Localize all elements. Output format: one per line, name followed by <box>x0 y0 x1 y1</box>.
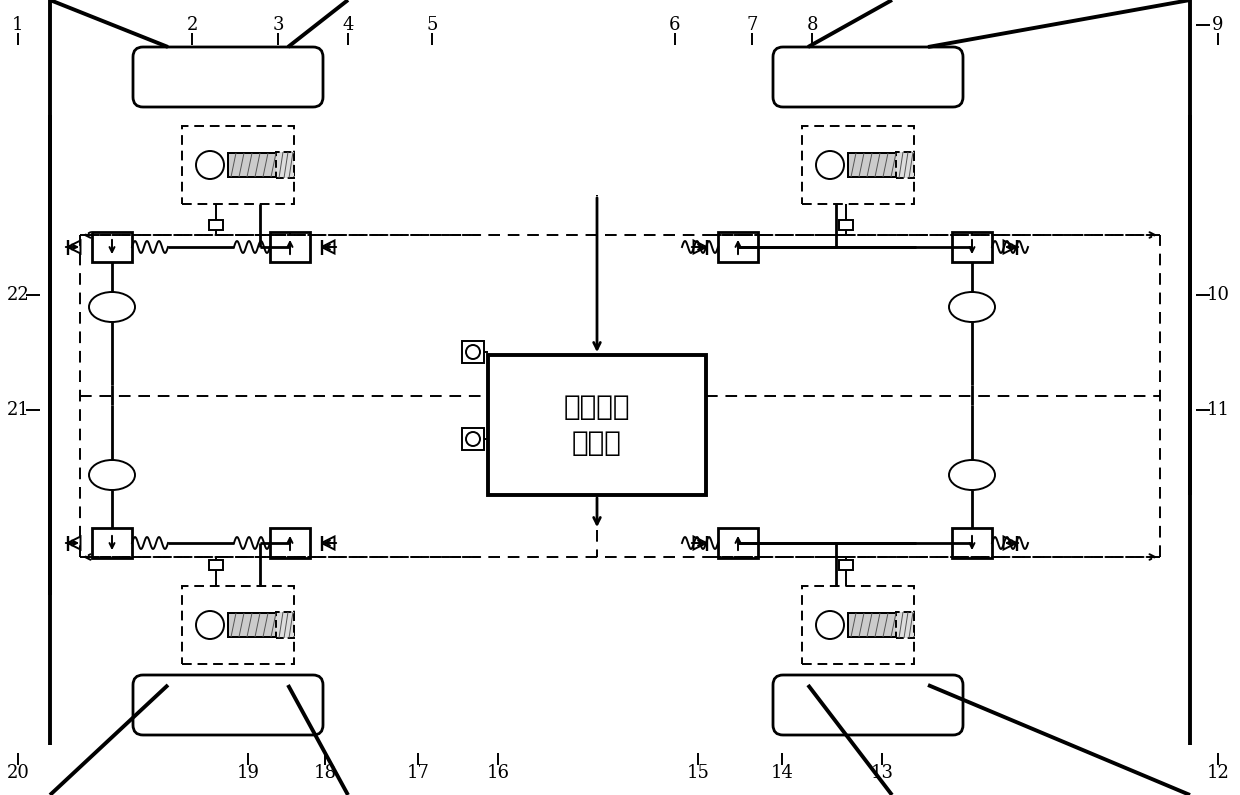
Bar <box>802 586 914 664</box>
Ellipse shape <box>949 292 994 322</box>
Bar <box>270 528 310 558</box>
Bar <box>182 126 294 204</box>
Text: 14: 14 <box>770 764 794 782</box>
Bar <box>848 153 898 177</box>
Polygon shape <box>693 241 707 254</box>
Text: 17: 17 <box>407 764 429 782</box>
Bar <box>848 613 898 637</box>
Text: 整车姿态: 整车姿态 <box>564 393 630 421</box>
Circle shape <box>466 345 480 359</box>
Text: 22: 22 <box>6 286 30 304</box>
Text: 2: 2 <box>186 16 197 34</box>
Text: 16: 16 <box>486 764 510 782</box>
FancyBboxPatch shape <box>773 675 963 735</box>
Bar <box>848 613 898 637</box>
Circle shape <box>816 151 844 179</box>
Circle shape <box>816 611 844 639</box>
Polygon shape <box>321 537 335 549</box>
Text: 9: 9 <box>1213 16 1224 34</box>
Circle shape <box>196 151 224 179</box>
Polygon shape <box>1003 537 1017 549</box>
Bar <box>182 586 294 664</box>
Bar <box>897 612 914 638</box>
Bar <box>718 232 758 262</box>
Text: 11: 11 <box>1207 401 1230 419</box>
Text: 18: 18 <box>314 764 336 782</box>
Bar <box>463 341 484 363</box>
Polygon shape <box>67 241 81 254</box>
Text: 13: 13 <box>870 764 894 782</box>
Text: 20: 20 <box>6 764 30 782</box>
Polygon shape <box>1003 241 1017 254</box>
Bar <box>839 560 853 570</box>
Polygon shape <box>67 537 81 549</box>
Bar <box>210 560 223 570</box>
Ellipse shape <box>89 292 135 322</box>
Text: 控制器: 控制器 <box>572 429 622 457</box>
Bar <box>270 232 310 262</box>
Bar <box>228 153 278 177</box>
Bar <box>463 428 484 450</box>
Bar <box>952 528 992 558</box>
Bar <box>228 613 278 637</box>
Bar <box>277 612 294 638</box>
FancyBboxPatch shape <box>133 47 322 107</box>
Bar <box>802 126 914 204</box>
Bar <box>718 528 758 558</box>
Ellipse shape <box>89 460 135 490</box>
Bar <box>92 528 131 558</box>
Text: 7: 7 <box>746 16 758 34</box>
Circle shape <box>466 432 480 446</box>
Text: 8: 8 <box>806 16 817 34</box>
FancyBboxPatch shape <box>133 675 322 735</box>
Bar <box>277 152 294 178</box>
Text: 3: 3 <box>273 16 284 34</box>
Bar <box>489 355 706 495</box>
Bar <box>848 153 898 177</box>
Bar <box>839 220 853 230</box>
Ellipse shape <box>949 460 994 490</box>
Text: 5: 5 <box>427 16 438 34</box>
Polygon shape <box>693 537 707 549</box>
Text: 15: 15 <box>687 764 709 782</box>
Text: 1: 1 <box>12 16 24 34</box>
Bar <box>228 613 278 637</box>
Text: 21: 21 <box>6 401 30 419</box>
Text: 4: 4 <box>342 16 353 34</box>
Polygon shape <box>321 241 335 254</box>
Text: 12: 12 <box>1207 764 1229 782</box>
Circle shape <box>196 611 224 639</box>
Bar <box>897 152 914 178</box>
Bar <box>228 153 278 177</box>
Bar <box>952 232 992 262</box>
Text: 19: 19 <box>237 764 259 782</box>
Bar <box>210 220 223 230</box>
FancyBboxPatch shape <box>773 47 963 107</box>
Bar <box>92 232 131 262</box>
Text: 6: 6 <box>670 16 681 34</box>
Text: 10: 10 <box>1207 286 1230 304</box>
